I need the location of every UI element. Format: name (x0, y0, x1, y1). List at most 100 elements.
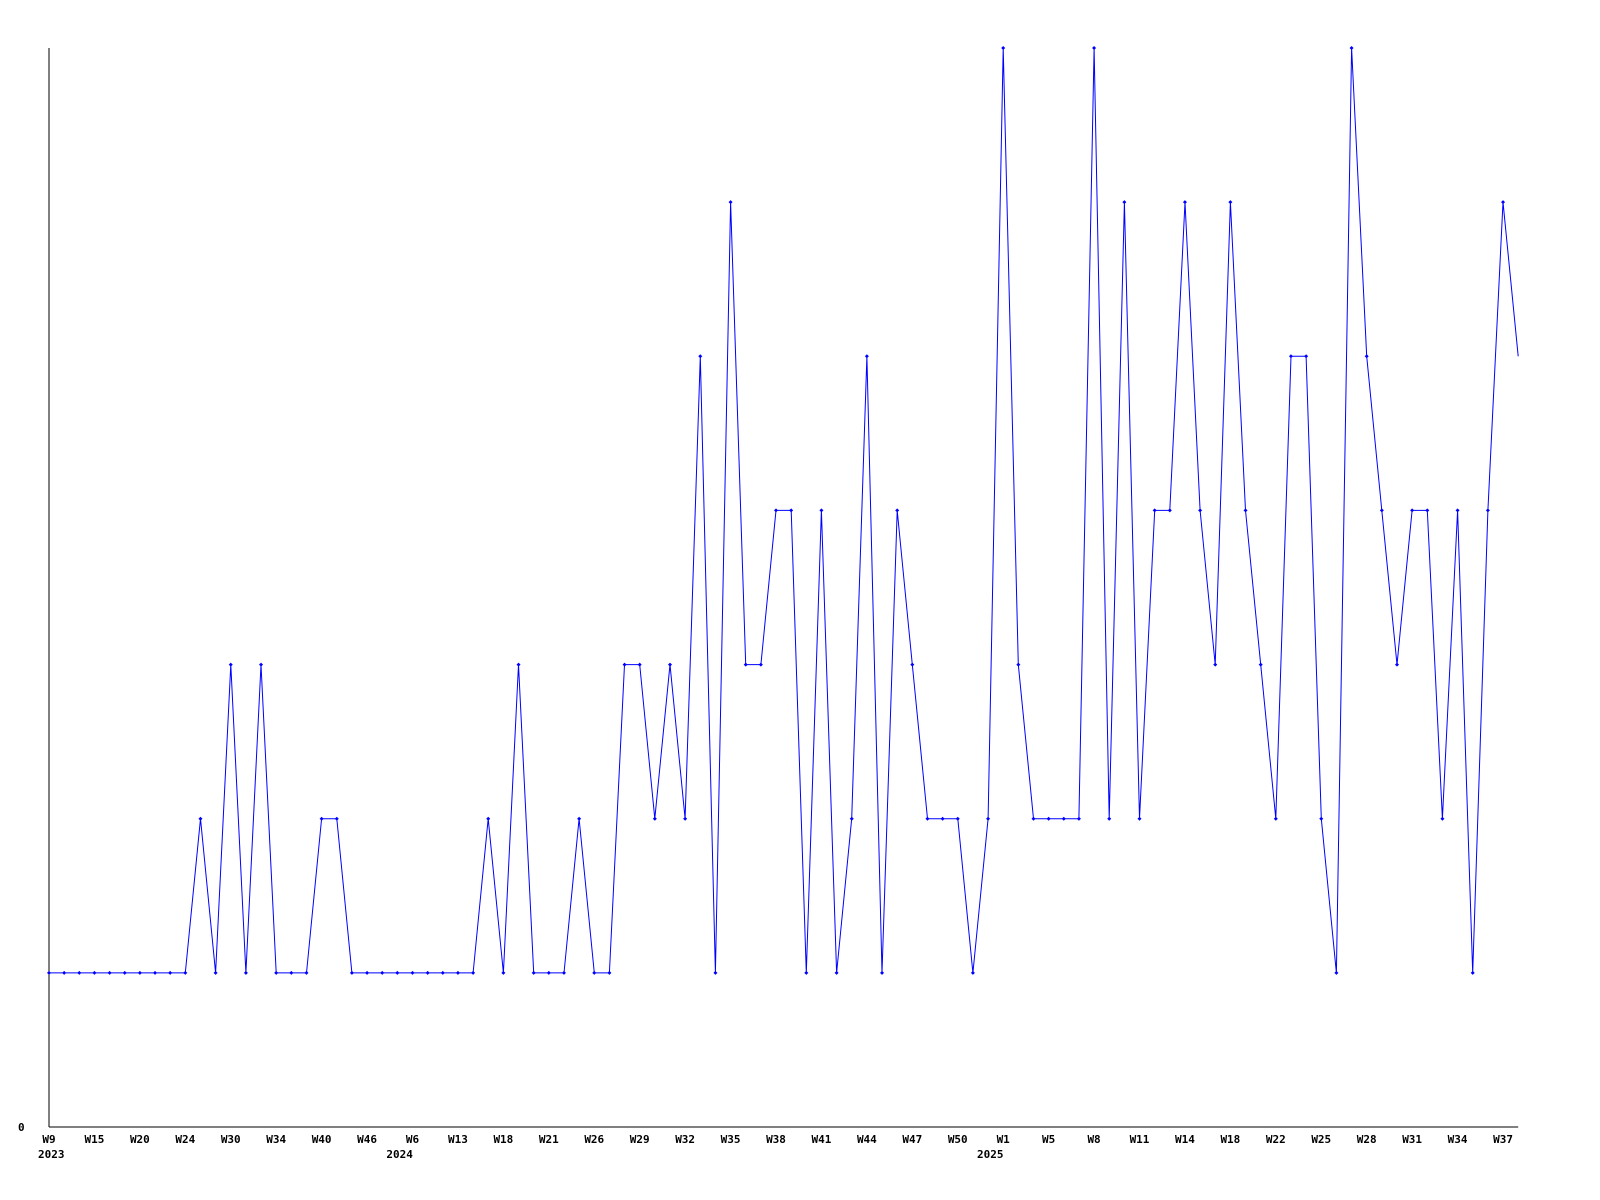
data-point (986, 816, 991, 821)
tick-labels: 0 W9 W15 W20 W24 W30 W34 W40 W46 W6 W13 W18 W21 W26 W2… (18, 1121, 1513, 1161)
x-tick-label: W18 (1220, 1133, 1240, 1146)
x-tick-label: W34 (266, 1133, 286, 1146)
data-point (259, 662, 264, 667)
data-point (304, 970, 309, 975)
data-point (622, 662, 627, 667)
series-line (49, 47, 1519, 974)
year-label: 2023 (38, 1148, 65, 1161)
data-point (652, 816, 657, 821)
data-point (137, 970, 142, 975)
x-tick-label: W22 (1266, 1133, 1286, 1146)
data-point (1364, 354, 1369, 359)
data-point (440, 970, 445, 975)
x-tick-label: W37 (1493, 1133, 1513, 1146)
data-point (683, 816, 688, 821)
data-point (1304, 354, 1309, 359)
data-point (107, 970, 112, 975)
data-point (925, 816, 930, 821)
data-point (1243, 508, 1248, 513)
x-tick-label: W8 (1087, 1133, 1100, 1146)
data-point (1425, 508, 1430, 513)
data-point (728, 200, 733, 205)
x-tick-label: W13 (448, 1133, 468, 1146)
data-point (213, 970, 218, 975)
data-point (183, 970, 188, 975)
data-point (1485, 508, 1490, 513)
data-point (970, 970, 975, 975)
x-tick-label: W15 (85, 1133, 105, 1146)
x-tick-label: W11 (1130, 1133, 1150, 1146)
data-point (1319, 816, 1324, 821)
data-point (380, 970, 385, 975)
data-point (1016, 662, 1021, 667)
x-tick-label: W28 (1357, 1133, 1377, 1146)
data-point (1092, 46, 1097, 50)
data-point (289, 970, 294, 975)
data-point (395, 970, 400, 975)
x-tick-label: W20 (130, 1133, 150, 1146)
x-tick-label: W47 (902, 1133, 922, 1146)
x-tick-label: W9 (42, 1133, 55, 1146)
x-tick-label: W29 (630, 1133, 650, 1146)
data-point (153, 970, 158, 975)
data-point (607, 970, 612, 975)
data-point (365, 970, 370, 975)
data-point (410, 970, 415, 975)
data-point (1410, 508, 1415, 513)
x-tick-label: W44 (857, 1133, 877, 1146)
data-point (774, 508, 779, 513)
data-point (198, 816, 203, 821)
x-tick-label: W24 (175, 1133, 195, 1146)
x-tick-label: W1 (997, 1133, 1011, 1146)
data-point (1213, 662, 1218, 667)
data-point (1258, 662, 1263, 667)
x-tick-label: W34 (1448, 1133, 1468, 1146)
data-point (1288, 354, 1293, 359)
data-point (910, 662, 915, 667)
x-tick-label: W40 (312, 1133, 332, 1146)
data-point (1046, 816, 1051, 821)
data-point (577, 816, 582, 821)
data-point (940, 816, 945, 821)
data-point (425, 970, 430, 975)
x-tick-label: W5 (1042, 1133, 1055, 1146)
data-point (501, 970, 506, 975)
x-tick-label: W30 (221, 1133, 241, 1146)
data-point (471, 970, 476, 975)
data-point (531, 970, 536, 975)
series (47, 46, 1519, 975)
data-point (804, 970, 809, 975)
data-point (880, 970, 885, 975)
data-point (561, 970, 566, 975)
data-point (1167, 508, 1172, 513)
x-tick-label: W38 (766, 1133, 786, 1146)
year-label: 2025 (977, 1148, 1004, 1161)
data-point (516, 662, 521, 667)
data-point (92, 970, 97, 975)
data-point (1228, 200, 1233, 205)
data-point (1122, 200, 1127, 205)
axes (48, 48, 1519, 1128)
data-point (1349, 46, 1354, 50)
data-point (486, 816, 491, 821)
data-point (1061, 816, 1066, 821)
x-tick-label: W18 (493, 1133, 513, 1146)
data-point (62, 970, 67, 975)
data-point (168, 970, 173, 975)
y-tick-label: 0 (18, 1121, 25, 1134)
data-point (122, 970, 127, 975)
data-point (1334, 970, 1339, 975)
data-point (546, 970, 551, 975)
data-point (228, 662, 233, 667)
data-point (1031, 816, 1036, 821)
year-label: 2024 (386, 1148, 413, 1161)
data-point (1182, 200, 1187, 205)
data-point (955, 816, 960, 821)
x-tick-label: W46 (357, 1133, 377, 1146)
x-tick-label: W14 (1175, 1133, 1195, 1146)
data-point (334, 816, 339, 821)
data-point (1152, 508, 1157, 513)
data-point (819, 508, 824, 513)
data-point (319, 816, 324, 821)
